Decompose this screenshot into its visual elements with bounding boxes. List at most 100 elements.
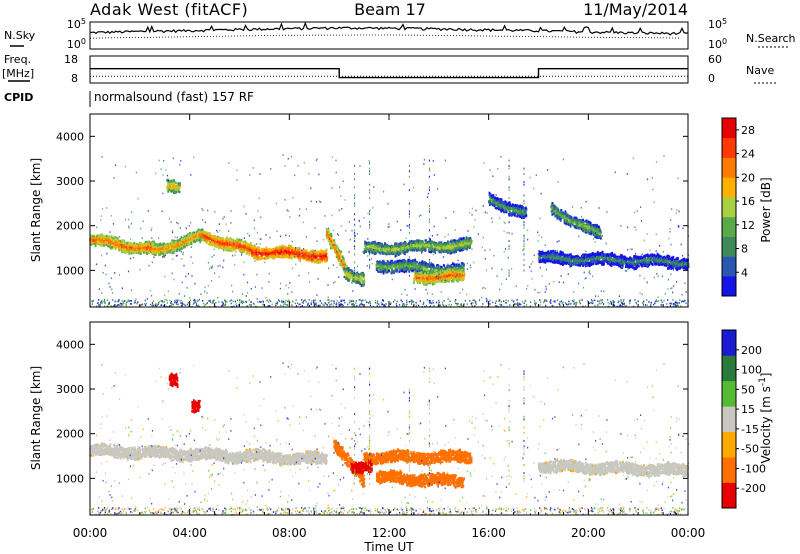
heatmap-cell — [448, 267, 450, 270]
heatmap-cell — [345, 276, 347, 279]
heatmap-cell — [398, 260, 400, 263]
heatmap-cell — [462, 264, 465, 267]
heatmap-cell — [455, 244, 457, 247]
heatmap-cell — [300, 255, 302, 259]
heatmap-cell — [151, 252, 154, 255]
heatmap-cell — [263, 252, 266, 255]
heatmap-cell — [410, 265, 412, 268]
heatmap-cell — [342, 257, 345, 260]
heatmap-cell — [265, 246, 268, 249]
heatmap-cell — [314, 259, 317, 263]
heatmap-cell — [223, 239, 226, 243]
heatmap-cell — [221, 237, 223, 240]
freq-tick-left-bottom: 8 — [71, 72, 78, 85]
heatmap-cell — [316, 251, 318, 255]
heatmap-cell — [279, 255, 281, 258]
heatmap-cell — [199, 239, 201, 242]
heatmap-cell — [359, 282, 361, 286]
heatmap-cell — [225, 247, 227, 250]
heatmap-cell — [100, 234, 103, 237]
heatmap-cell — [251, 246, 254, 249]
heatmap-cell — [330, 236, 332, 239]
heatmap-cell — [110, 237, 113, 240]
heatmap-cell — [437, 242, 440, 245]
heatmap-cell — [348, 277, 351, 281]
heatmap-cell — [470, 240, 473, 243]
heatmap-cell — [255, 248, 258, 251]
heatmap-cell — [437, 247, 439, 250]
heatmap-cell — [463, 239, 466, 243]
heatmap-cell — [263, 247, 266, 251]
heatmap-cell — [93, 242, 96, 245]
heatmap-cell — [441, 248, 444, 252]
heatmap-cell — [385, 249, 388, 252]
heatmap-cell — [382, 259, 384, 263]
heatmap-cell — [227, 249, 230, 252]
heatmap-cell — [116, 239, 119, 243]
heatmap-cell — [100, 239, 102, 242]
heatmap-cell — [251, 249, 253, 252]
heatmap-cell — [253, 246, 256, 249]
heatmap-cell — [217, 243, 220, 247]
heatmap-cell — [456, 245, 459, 248]
heatmap-cell — [291, 248, 293, 252]
heatmap-cell — [353, 280, 356, 283]
heatmap-cell — [171, 246, 173, 249]
heatmap-cell — [399, 244, 402, 247]
heatmap-cell — [455, 241, 457, 245]
heatmap-cell — [404, 263, 407, 266]
heatmap-cell — [230, 242, 233, 245]
heatmap-cell — [166, 251, 169, 254]
heatmap-cell — [430, 241, 432, 245]
heatmap-cell — [156, 248, 159, 251]
heatmap-cell — [204, 238, 206, 242]
heatmap-cell — [234, 245, 237, 248]
heatmap-cell — [384, 249, 387, 252]
heatmap-cell — [206, 238, 209, 242]
heatmap-cell — [340, 263, 343, 266]
heatmap-cell — [400, 269, 403, 272]
heatmap-cell — [152, 249, 154, 253]
heatmap-cell — [120, 239, 123, 242]
heatmap-cell — [414, 261, 417, 264]
heatmap-cell — [330, 244, 332, 248]
heatmap-cell — [155, 246, 157, 249]
heatmap-cell — [406, 249, 409, 252]
heatmap-cell — [280, 247, 283, 250]
heatmap-cell — [169, 249, 172, 252]
heatmap-cell — [315, 250, 318, 253]
heatmap-cell — [410, 239, 413, 243]
heatmap-cell — [429, 248, 432, 251]
heatmap-cell — [290, 251, 293, 255]
heatmap-cell — [407, 267, 410, 270]
heatmap-cell — [122, 246, 125, 249]
heatmap-cell — [388, 266, 391, 269]
heatmap-cell — [416, 243, 418, 247]
heatmap-cell — [403, 244, 406, 247]
heatmap-cell — [211, 238, 213, 241]
heatmap-cell — [140, 242, 143, 245]
heatmap-cell — [300, 251, 303, 255]
heatmap-cell — [333, 246, 336, 249]
heatmap-cell — [394, 266, 397, 269]
heatmap-cell — [415, 276, 418, 280]
heatmap-cell — [389, 245, 392, 248]
heatmap-cell — [222, 237, 224, 240]
heatmap-cell — [388, 265, 391, 268]
heatmap-cell — [313, 255, 316, 258]
heatmap-cell — [219, 238, 221, 241]
heatmap-cell — [181, 245, 184, 248]
heatmap-cell — [467, 240, 469, 243]
heatmap-cell — [416, 281, 419, 285]
heatmap-cell — [206, 241, 208, 245]
heatmap-cell — [118, 239, 120, 242]
heatmap-cell — [328, 230, 330, 233]
heatmap-cell — [403, 249, 406, 253]
heatmap-cell — [163, 247, 166, 251]
heatmap-cell — [146, 252, 148, 255]
heatmap-cell — [281, 244, 283, 248]
heatmap-cell — [202, 231, 205, 235]
heatmap-cell — [421, 269, 424, 273]
heatmap-cell — [421, 249, 424, 252]
heatmap-cell — [347, 270, 350, 273]
